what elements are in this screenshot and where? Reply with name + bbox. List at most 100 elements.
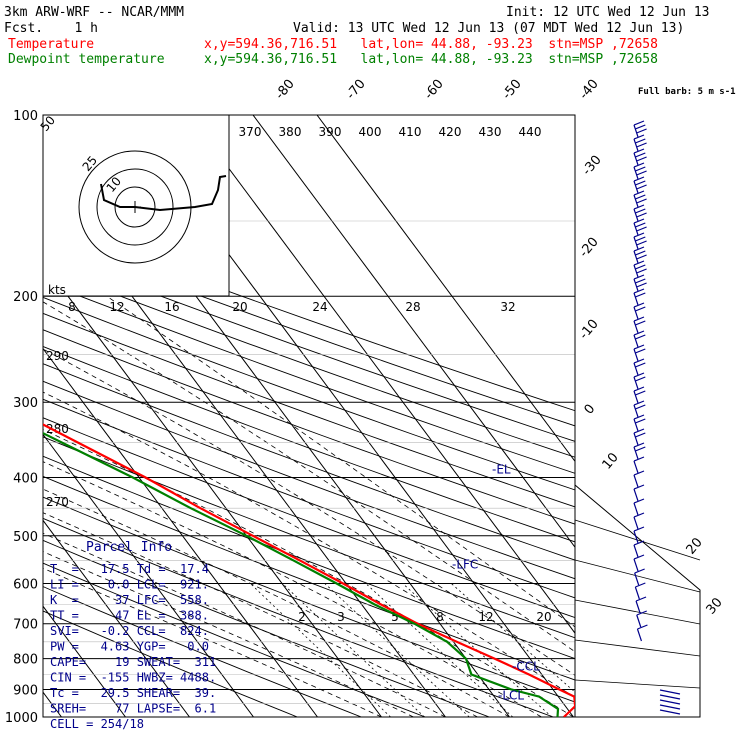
wind-barb-flag [633, 176, 645, 182]
wind-barb-flag [633, 512, 645, 518]
isotherm-line [43, 347, 318, 717]
extension-line [574, 679, 701, 689]
wind-barb-flag [635, 596, 647, 602]
wind-barb-staff [634, 572, 640, 586]
wind-barb-flag [635, 446, 646, 452]
parcel-info-row: T = 17.5 Td = 17.4 [50, 562, 209, 576]
wind-barb-flag [633, 414, 645, 420]
wind-barb-flag [633, 190, 645, 196]
wind-barb-flag [635, 320, 646, 326]
isotherm-label: 0 [582, 402, 599, 418]
pressure-tick-label: 500 [13, 530, 38, 545]
wind-barb-staff [636, 614, 642, 628]
wind-barb-staff [633, 166, 639, 180]
wind-barb-flag [636, 254, 647, 260]
isotherm-label: -20 [577, 235, 602, 261]
wind-barb-flag [633, 316, 645, 322]
wind-barb-staff [633, 306, 639, 320]
wind-barb-flag [637, 624, 648, 630]
parcel-info-title: Parcel Info [86, 540, 172, 555]
mixing-ratio-low-label: 2 [298, 610, 306, 624]
temperature-legend: Temperature [8, 37, 94, 52]
mixing-ratio-line [282, 583, 425, 717]
init-time: Init: 12 UTC Wed 12 Jun 13 [506, 5, 710, 20]
wind-barb-staff [633, 250, 639, 264]
wind-barb-flag [634, 568, 645, 574]
wind-barb-staff [633, 418, 639, 432]
wind-barb-staff [633, 138, 639, 152]
wind-barb-flag [633, 120, 645, 126]
theta-label: 430 [479, 125, 502, 139]
wind-barb-staff [633, 558, 639, 572]
wind-barb-flag [635, 582, 646, 588]
wind-barb-staff [633, 152, 639, 166]
isotherm-line [188, 115, 575, 634]
wind-barb-flag [635, 250, 646, 256]
wind-barb-flag [633, 540, 645, 546]
wind-barb-flag [633, 428, 645, 434]
parcel-level-marker: -LCL [498, 688, 524, 702]
mixing-ratio-low-label: 8 [436, 610, 444, 624]
pressure-tick-label: 600 [13, 577, 38, 592]
wind-barb-staff [634, 586, 640, 600]
pressure-tick-label: 200 [13, 290, 38, 305]
series-clipped [43, 423, 575, 717]
mixing-ratio-label: 16 [164, 300, 179, 314]
wind-barb-flag [635, 404, 646, 410]
isotherm-label: -80 [273, 77, 298, 103]
wind-barb-near-surface [659, 689, 681, 695]
parcel-info-box: Parcel Info T = 17.5 Td = 17.4 LI = 0.0 L… [50, 540, 216, 731]
wind-barb-staff [633, 264, 639, 278]
wind-barb-flag [635, 376, 646, 382]
wind-barb-staff [633, 362, 639, 376]
isotherm-label: 20 [684, 535, 706, 557]
wind-barb-flag [636, 282, 647, 288]
wind-barb-flag [635, 348, 646, 354]
wind-barb-staff [633, 236, 639, 250]
temperature-line [43, 423, 575, 717]
mixing-ratio-label: 20 [232, 300, 247, 314]
isotherm-line [43, 605, 126, 717]
isotherm-label: -60 [422, 77, 447, 103]
wind-barb-staff [633, 334, 639, 348]
isotherm-line [43, 433, 254, 717]
wind-barb-flag [635, 418, 646, 424]
wind-barb-flag [633, 148, 645, 154]
isotherm-label: 30 [704, 595, 726, 617]
wind-barb-flag [633, 400, 645, 406]
wind-barb-flag [635, 306, 646, 312]
extension-border [574, 484, 701, 718]
mixing-ratio-low-label: 20 [536, 610, 551, 624]
sounding-series: -EL -LFC -CCL -LCL [43, 423, 575, 717]
wind-barb-staff [633, 446, 639, 460]
wind-barb-staff [633, 208, 639, 222]
wind-barb-flag [633, 162, 645, 168]
isotherm-line [316, 115, 575, 463]
wind-barbs [633, 120, 681, 715]
parcel-info-row: TT = 47 EL = 388. [50, 609, 209, 623]
wind-barb-flag [636, 198, 647, 204]
wind-barb-flag [635, 264, 646, 270]
wind-barb-flag [636, 142, 647, 148]
dry-adiabat-label: 280 [46, 422, 69, 436]
wind-barb-flag [633, 470, 645, 476]
isotherm-label: -70 [344, 77, 369, 103]
wind-barb-flag [636, 128, 647, 134]
mixing-ratio-line [250, 583, 391, 717]
wind-barb-flag [633, 456, 645, 462]
wind-barb-flag [633, 260, 645, 266]
extension-line [574, 599, 701, 625]
hodograph-ring [114, 186, 156, 228]
wind-barb-staff [633, 348, 639, 362]
wind-barb-staff [633, 194, 639, 208]
wind-barb-flag [636, 170, 647, 176]
moist-adiabat-line [43, 567, 382, 717]
wind-barb-flag [633, 288, 645, 294]
wind-barb-flag [633, 358, 645, 364]
theta-label: 420 [439, 125, 462, 139]
wind-barb-staff [633, 502, 639, 516]
theta-label: 440 [519, 125, 542, 139]
wind-barb-flag [633, 554, 645, 560]
isotherm-label: -50 [500, 77, 525, 103]
